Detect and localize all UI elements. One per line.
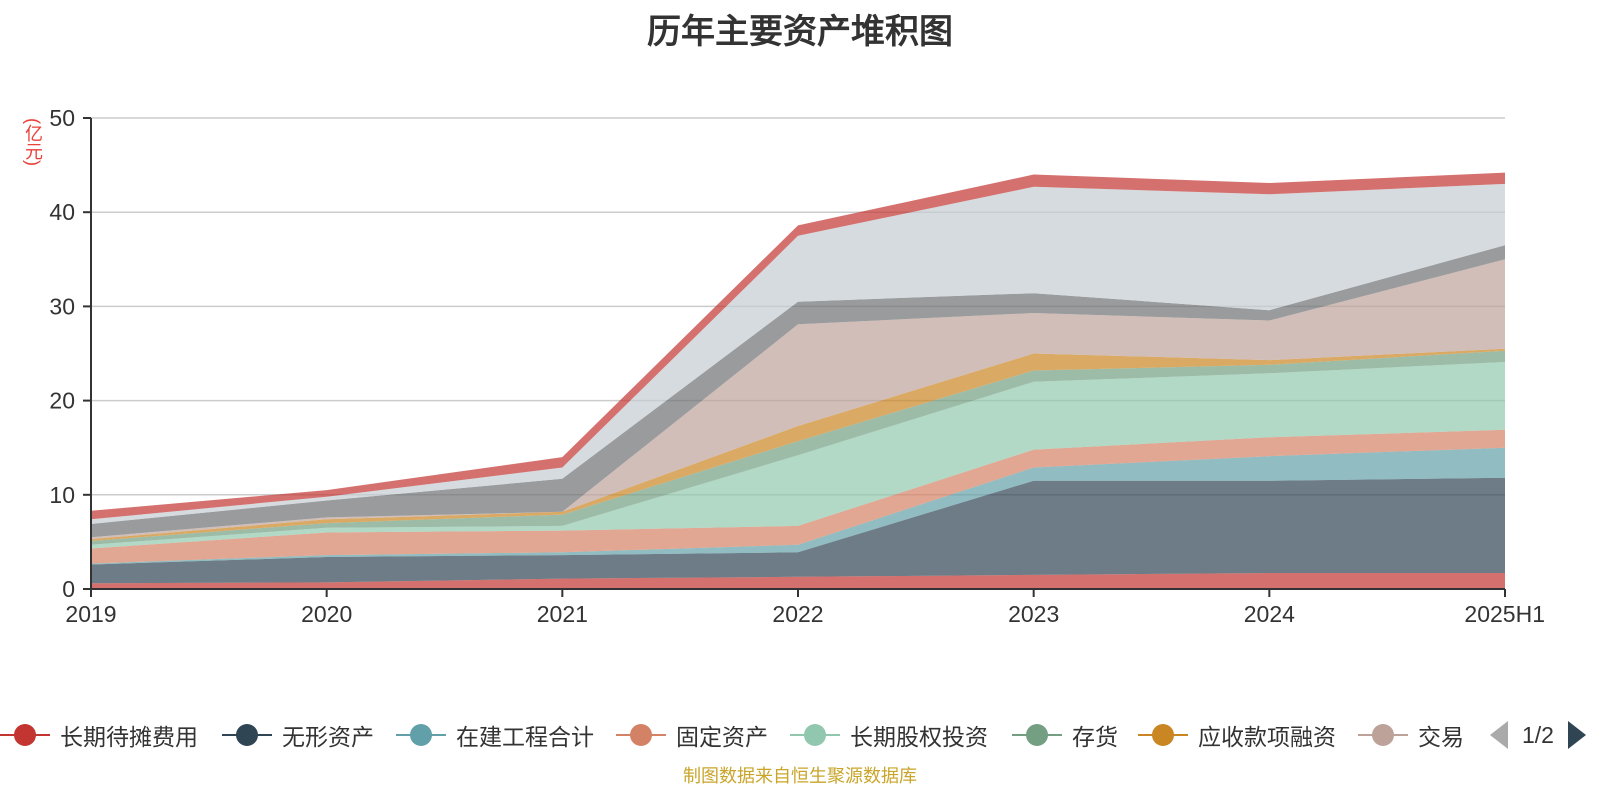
area-series-band [91, 477, 1505, 584]
legend-item[interactable]: 应收款项融资 [1138, 710, 1336, 760]
y-tick-label: 0 [62, 576, 75, 602]
legend-pager: 1/2 [1490, 710, 1586, 760]
legend-marker-icon [1138, 724, 1188, 746]
legend-item[interactable]: 交易 [1358, 710, 1464, 760]
legend-item[interactable]: 无形资产 [222, 710, 374, 760]
legend-label: 无形资产 [282, 724, 374, 750]
area-series-band [91, 350, 1505, 545]
legend-label: 固定资产 [676, 724, 768, 750]
y-tick-label: 30 [49, 293, 75, 319]
chart-title: 历年主要资产堆积图 [647, 13, 953, 51]
area-series-band [91, 573, 1505, 589]
legend-marker-icon [1012, 724, 1062, 746]
area-series [91, 172, 1505, 589]
legend-item[interactable]: 长期待摊费用 [0, 710, 198, 760]
legend-label: 交易 [1418, 724, 1464, 750]
legend-next-page-icon[interactable] [1567, 721, 1586, 749]
legend-label: 存货 [1072, 724, 1118, 750]
legend-marker-icon [222, 724, 272, 746]
area-series-band [91, 447, 1505, 565]
y-tick-label: 40 [49, 199, 75, 225]
x-tick-label: 2019 [65, 601, 116, 627]
legend-label: 应收款项融资 [1198, 724, 1336, 750]
x-tick-label: 2021 [537, 601, 588, 627]
legend-label: 长期待摊费用 [60, 724, 198, 750]
area-series-band [91, 362, 1505, 549]
legend-label: 在建工程合计 [456, 724, 594, 750]
legend-item[interactable]: 在建工程合计 [396, 710, 594, 760]
x-tick-label: 2020 [301, 601, 352, 627]
y-axis-unit-label: (亿元) [23, 118, 43, 166]
stacked-area-chart: 0 10 20 30 40 50 2019 2020 2021 2022 2023 2024 2025H… [49, 105, 1545, 627]
legend-item[interactable]: 存货 [1012, 710, 1118, 760]
legend: 长期待摊费用 无形资产 在建工程合计 固定资产 长期股权投资 存货 应收款项融资 交易 1/2 [0, 710, 1600, 760]
x-tick-label: 2022 [772, 601, 823, 627]
legend-marker-icon [790, 724, 840, 746]
legend-viewport: 长期待摊费用 无形资产 在建工程合计 固定资产 长期股权投资 存货 应收款项融资 交易 [0, 710, 1480, 760]
legend-marker-icon [396, 724, 446, 746]
x-tick-label: 2024 [1244, 601, 1295, 627]
area-series-band [91, 245, 1505, 538]
area-series-band [91, 183, 1505, 524]
axes: 0 10 20 30 40 50 2019 2020 2021 2022 2023 2024 2025H… [49, 105, 1545, 627]
area-series-band [91, 429, 1505, 564]
legend-page-indicator: 1/2 [1522, 721, 1554, 748]
legend-label: 长期股权投资 [850, 724, 988, 750]
x-tick-label: 2025H1 [1464, 601, 1545, 627]
y-tick-label: 50 [49, 105, 75, 131]
legend-item[interactable]: 固定资产 [616, 710, 768, 760]
legend-marker-icon [1358, 724, 1408, 746]
y-tick-label: 20 [49, 388, 75, 414]
legend-prev-page-icon[interactable] [1490, 721, 1508, 749]
legend-marker-icon [616, 724, 666, 746]
legend-item[interactable]: 长期股权投资 [790, 710, 988, 760]
x-tick-label: 2023 [1008, 601, 1059, 627]
y-tick-label: 10 [49, 482, 75, 508]
area-series-band [91, 259, 1505, 540]
legend-marker-icon [0, 724, 50, 746]
source-note: 制图数据来自恒生聚源数据库 [683, 766, 917, 786]
